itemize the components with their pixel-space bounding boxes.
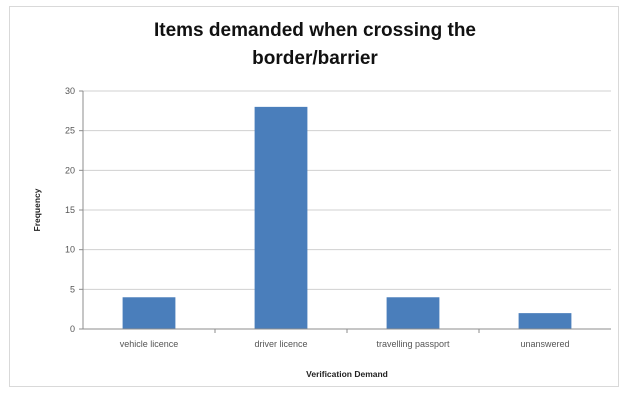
- bar-driver-licence: [254, 106, 308, 329]
- chart-frame: Items demanded when crossing the border/…: [9, 6, 619, 387]
- x-tick-label: unanswered: [520, 339, 569, 349]
- y-tick-label: 15: [65, 205, 75, 215]
- chart-title: Items demanded when crossing the border/…: [10, 17, 620, 73]
- bar-travelling-passport: [386, 297, 440, 329]
- y-tick-label: 10: [65, 245, 75, 255]
- gridlines: [83, 90, 611, 290]
- x-axis-title: Verification Demand: [306, 369, 388, 379]
- axes: [79, 90, 611, 333]
- y-tick-label: 30: [65, 86, 75, 96]
- y-tick-label: 25: [65, 126, 75, 136]
- bar-vehicle-licence: [122, 297, 176, 329]
- x-tick-label: driver licence: [254, 339, 307, 349]
- bar-chart-plot: 0 5 10 15 20 25 30 vehicle licence driver licenc…: [32, 86, 611, 379]
- bars: [122, 106, 572, 329]
- x-tick-label: travelling passport: [376, 339, 450, 349]
- y-tick-label: 0: [70, 324, 75, 334]
- bar-unanswered: [518, 313, 572, 329]
- tick-labels: 0 5 10 15 20 25 30 vehicle licence driver licenc…: [65, 86, 570, 349]
- y-tick-label: 20: [65, 165, 75, 175]
- y-tick-label: 5: [70, 284, 75, 294]
- chart-title-line-2: border/barrier: [252, 48, 378, 69]
- chart-title-line-1: Items demanded when crossing the: [153, 20, 477, 41]
- y-axis-title: Frequency: [32, 188, 42, 231]
- x-tick-label: vehicle licence: [120, 339, 179, 349]
